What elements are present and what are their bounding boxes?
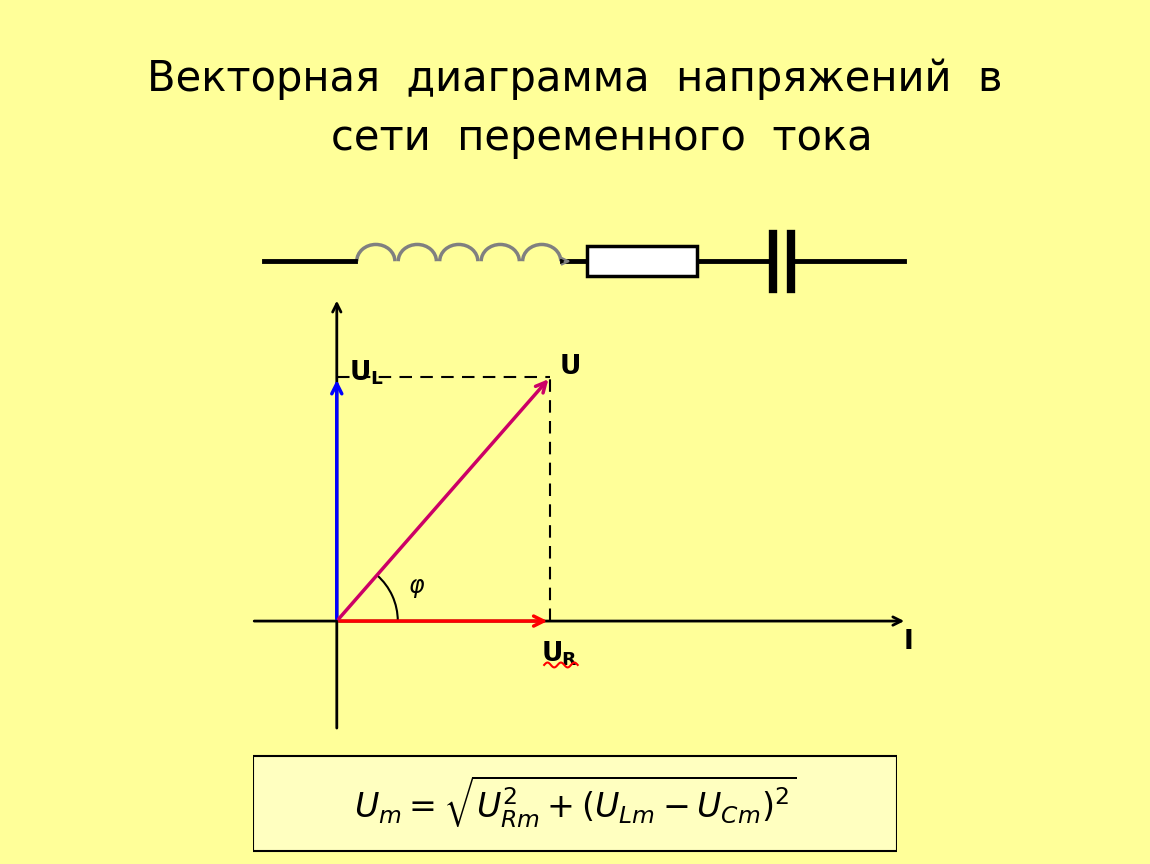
Bar	[586, 246, 697, 276]
Text: $\mathbf{I}$: $\mathbf{I}$	[903, 628, 912, 655]
Text: $\mathbf{U_C}$: $\mathbf{U_C}$	[348, 766, 385, 795]
Text: $U_m = \sqrt{U_{Rm}^2 + (U_{Lm} - U_{Cm})^2}$: $U_m = \sqrt{U_{Rm}^2 + (U_{Lm} - U_{Cm}…	[354, 773, 796, 829]
Text: $\mathbf{U_L}$: $\mathbf{U_L}$	[348, 359, 384, 387]
Text: $\mathbf{U}$: $\mathbf{U}$	[559, 354, 581, 380]
FancyBboxPatch shape	[253, 756, 897, 851]
Text: φ: φ	[409, 574, 424, 598]
Text: $\mathbf{_R}$: $\mathbf{_R}$	[560, 641, 577, 667]
Text: Векторная  диаграмма  напряжений  в
    сети  переменного  тока: Векторная диаграмма напряжений в сети пе…	[147, 58, 1003, 159]
Text: $\mathbf{U}$: $\mathbf{U}$	[542, 641, 562, 667]
